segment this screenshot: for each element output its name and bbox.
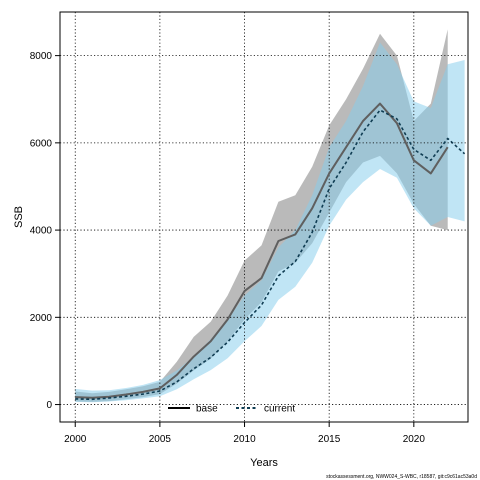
y-tick-label-0: 0 — [46, 400, 52, 411]
plot-frame — [59, 11, 469, 423]
y-tick-label-2000: 2000 — [30, 313, 53, 324]
legend-label-current: current — [264, 404, 295, 415]
x-tick-label-2020: 2020 — [403, 434, 426, 445]
y-tick-label-4000: 4000 — [30, 226, 53, 237]
credit-text: stockassessment.org, NWW024_S-WBC, r1858… — [326, 474, 477, 480]
x-tick-label-2005: 2005 — [149, 434, 172, 445]
x-axis-title: Years — [250, 457, 278, 469]
line-base — [75, 102, 449, 399]
y-tick-label-8000: 8000 — [30, 51, 53, 62]
legend: base current — [168, 404, 295, 415]
series-lines — [75, 102, 466, 401]
legend-label-base: base — [196, 404, 218, 415]
confidence-bands — [75, 29, 465, 403]
line-current — [75, 109, 466, 401]
grid — [60, 12, 468, 422]
x-tick-label-2000: 2000 — [64, 434, 87, 445]
band-current — [75, 42, 465, 403]
x-tick-label-2010: 2010 — [233, 434, 256, 445]
y-tick-label-6000: 6000 — [30, 138, 53, 149]
x-tick-label-2015: 2015 — [318, 434, 341, 445]
axes: 2000 2005 2010 2015 2020 0 2000 4000 6000 8000 — [30, 51, 426, 445]
y-axis-title: SSB — [13, 206, 25, 228]
